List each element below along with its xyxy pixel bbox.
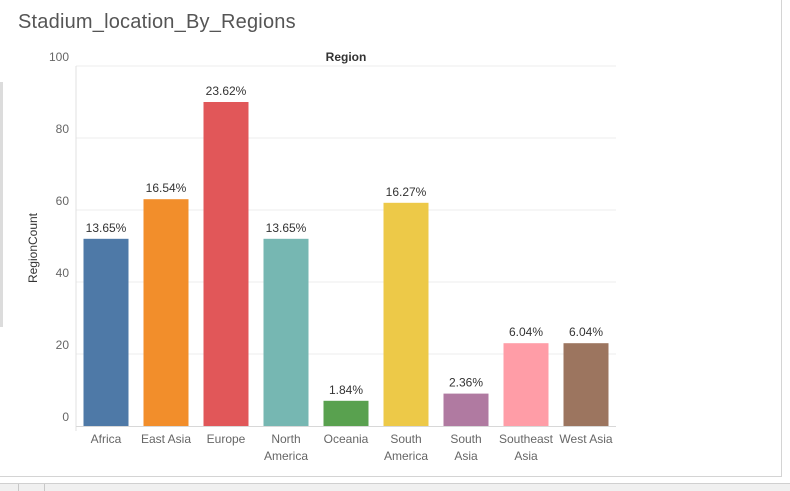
- y-tick-label: 80: [56, 122, 70, 136]
- bar: [83, 238, 129, 426]
- bar: [443, 393, 489, 426]
- horizontal-scrollbar[interactable]: [0, 483, 790, 491]
- bar: [503, 343, 549, 426]
- x-tick-label: America: [384, 449, 428, 463]
- y-tick-label: 20: [56, 338, 70, 352]
- scrollbar-divider: [18, 484, 19, 491]
- x-tick-label: East Asia: [141, 432, 191, 446]
- data-label: 16.27%: [386, 185, 427, 199]
- y-tick-label: 100: [49, 50, 69, 64]
- x-tick-label: Asia: [514, 449, 538, 463]
- x-tick-label: West Asia: [559, 432, 612, 446]
- x-tick-label: South: [450, 432, 481, 446]
- data-label: 13.65%: [86, 221, 127, 235]
- bar: [383, 202, 429, 426]
- chart-title: Stadium_location_By_Regions: [18, 11, 296, 33]
- y-tick-label: 0: [62, 410, 69, 424]
- x-tick-label: Europe: [207, 432, 246, 446]
- y-axis-title: RegionCount: [26, 212, 40, 283]
- frame-border-bottom: [0, 476, 782, 477]
- data-label: 6.04%: [509, 325, 543, 339]
- bar: [203, 102, 249, 426]
- y-tick-label: 40: [56, 266, 70, 280]
- frame-border-right: [781, 0, 782, 477]
- data-label: 6.04%: [569, 325, 603, 339]
- data-label: 2.36%: [449, 376, 483, 390]
- data-label: 16.54%: [146, 181, 187, 195]
- data-label: 13.65%: [266, 221, 307, 235]
- bar: [563, 343, 609, 426]
- frame-border-left: [0, 82, 3, 327]
- x-tick-label: Asia: [454, 449, 478, 463]
- x-tick-label: North: [271, 432, 300, 446]
- column-header: Region: [326, 50, 367, 64]
- x-tick-label: Africa: [91, 432, 122, 446]
- bar: [323, 400, 369, 426]
- x-tick-label: South: [390, 432, 421, 446]
- x-tick-label: Oceania: [324, 432, 369, 446]
- x-tick-label: Southeast: [499, 432, 554, 446]
- bar: [143, 199, 189, 426]
- x-tick-label: America: [264, 449, 308, 463]
- data-label: 23.62%: [206, 84, 247, 98]
- scrollbar-divider: [44, 484, 45, 491]
- y-tick-label: 60: [56, 194, 70, 208]
- bar: [263, 238, 309, 426]
- data-label: 1.84%: [329, 383, 363, 397]
